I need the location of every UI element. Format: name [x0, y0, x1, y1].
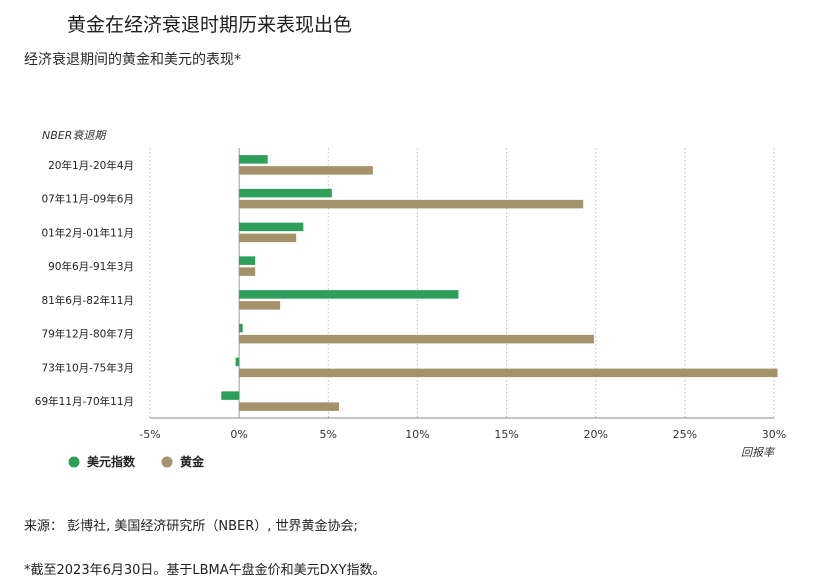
x-tick-label: 15%	[494, 428, 518, 441]
bar-gold	[239, 334, 594, 344]
chart-title: 黄金在经济衰退时期历来表现出色	[67, 14, 353, 36]
bar-dollar-index	[239, 256, 256, 265]
x-tick-label: 20%	[583, 428, 607, 441]
x-tick-label: -5%	[139, 428, 160, 441]
bar-dollar-index	[235, 357, 240, 367]
legend-swatch	[68, 456, 80, 468]
footnote: *截至2023年6月30日。基于LBMA午盘金价和美元DXY指数。	[24, 563, 386, 578]
bar-gold	[239, 166, 373, 175]
category-label: 07年11月-09年6月	[41, 193, 134, 206]
x-tick-label: 0%	[230, 428, 247, 441]
bar-dollar-index	[239, 155, 268, 164]
bar-dollar-index	[239, 222, 304, 232]
category-label: 90年6月-91年3月	[48, 260, 134, 273]
category-label: 69年11月-70年11月	[35, 395, 134, 408]
x-tick-label: 5%	[320, 428, 337, 441]
x-tick-label: 30%	[762, 428, 786, 441]
category-label: 79年12月-80年7月	[41, 328, 134, 341]
source-note: 来源： 彭博社, 美国经济研究所（NBER）, 世界黄金协会;	[24, 519, 358, 534]
bar-gold	[239, 267, 256, 276]
bar-gold	[239, 368, 778, 378]
legend-item: 黄金	[161, 454, 205, 469]
bar-dollar-index	[239, 188, 332, 198]
bar-dollar-index	[239, 290, 459, 299]
x-tick-label: 25%	[673, 428, 697, 441]
legend-item: 美元指数	[68, 454, 136, 469]
bar-gold	[239, 199, 584, 209]
bar-dollar-index	[239, 323, 243, 333]
bar-gold	[239, 301, 281, 310]
category-labels: 20年1月-20年4月 07年11月-09年6月 01年2月-01年11月 90年6月…	[35, 159, 134, 408]
x-axis-label: 回报率	[741, 446, 776, 459]
legend-swatch	[161, 456, 173, 468]
bar-dollar-index	[221, 391, 240, 400]
legend: 美元指数 黄金	[68, 454, 205, 469]
category-label: 20年1月-20年4月	[48, 159, 134, 172]
category-label: 81年6月-82年11月	[41, 294, 134, 307]
bars	[221, 155, 778, 411]
x-tick-labels: -5% 0% 5% 10% 15% 20% 25% 30%	[139, 428, 786, 441]
legend-label: 黄金	[180, 454, 205, 469]
legend-label: 美元指数	[87, 454, 136, 469]
category-axis-label: NBER衰退期	[42, 129, 107, 142]
bar-gold	[239, 233, 297, 243]
x-tick-label: 10%	[405, 428, 429, 441]
bar-chart: NBER衰退期 回报率 20年1月-20年4月 07年11月-09年6月 01年2月…	[35, 129, 786, 469]
category-label: 73年10月-75年3月	[41, 361, 134, 374]
chart-subtitle: 经济衰退期间的黄金和美元的表现*	[24, 52, 241, 68]
gridlines	[149, 148, 775, 419]
category-label: 01年2月-01年11月	[41, 226, 134, 239]
bar-gold	[239, 402, 339, 411]
